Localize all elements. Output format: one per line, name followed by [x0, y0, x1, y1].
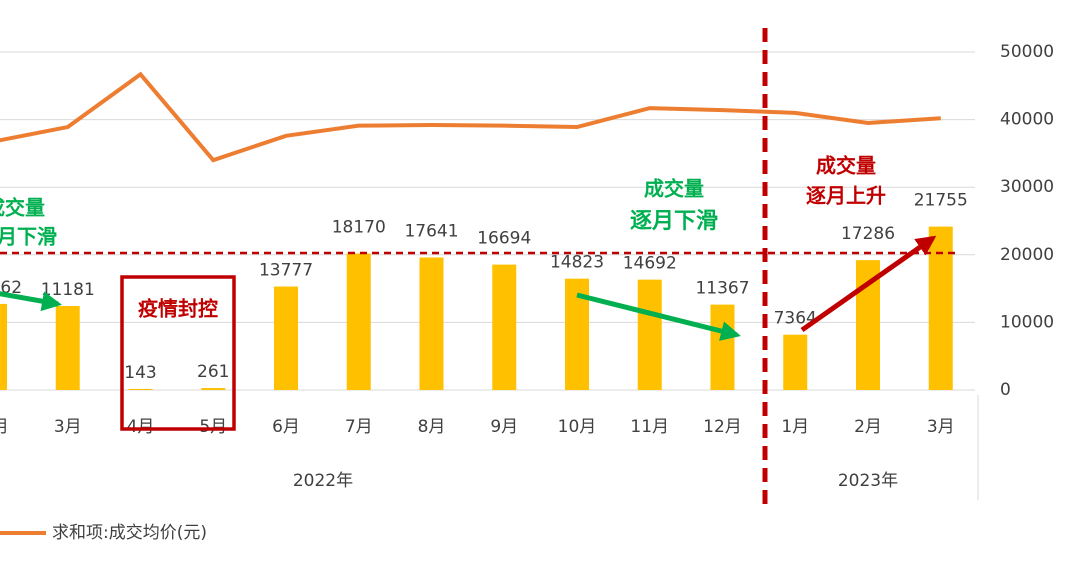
- bar: [55, 306, 80, 390]
- y2-tick-label: 30000: [1000, 177, 1054, 197]
- y2-tick-label: 20000: [1000, 245, 1054, 265]
- bar: [492, 264, 517, 390]
- x-tick-label: 5月: [199, 417, 227, 437]
- bar: [710, 304, 735, 390]
- arrow: [800, 235, 937, 333]
- x-tick-label: 1月: [781, 417, 809, 437]
- x-tick-label: 3月: [54, 417, 82, 437]
- data-label: 21755: [914, 191, 968, 211]
- x-tick-label: 9月: [490, 417, 518, 437]
- annotation: 逐月下滑: [0, 225, 57, 249]
- data-label: 17286: [841, 224, 895, 244]
- data-label: 11367: [695, 279, 749, 299]
- data-label: 17641: [404, 221, 458, 241]
- bar: [346, 253, 371, 390]
- arrow: [576, 292, 741, 341]
- x-tick-label: 12月: [703, 417, 742, 437]
- annotation: 成交量: [816, 154, 876, 178]
- x-tick-label: 4月: [127, 417, 155, 437]
- x-tick-label: 3月: [927, 417, 955, 437]
- data-label: 18170: [332, 218, 386, 238]
- x-tick-label: 8月: [418, 417, 446, 437]
- bar: [201, 388, 226, 390]
- x-tick-label: 2月: [854, 417, 882, 437]
- data-label: 143: [124, 363, 156, 383]
- arrow: [0, 291, 62, 312]
- bar: [128, 388, 153, 390]
- x-tick-label: 10月: [558, 417, 597, 437]
- annotation: 逐月上升: [806, 184, 886, 208]
- annotation: 成交量: [644, 177, 704, 201]
- x-tick-label: 2月: [0, 417, 9, 437]
- data-label: 261: [197, 362, 229, 382]
- y2-tick-label: 40000: [1000, 110, 1054, 130]
- data-label: 7364: [774, 309, 817, 329]
- price-line: [0, 71, 941, 163]
- data-label: 11181: [41, 280, 95, 300]
- y2-tick-label: 10000: [1000, 312, 1054, 332]
- legend-label: 求和项:成交均价(元): [52, 523, 207, 543]
- bar: [637, 279, 662, 390]
- bar: [928, 226, 953, 390]
- bar: [274, 286, 298, 390]
- bar: [419, 257, 444, 390]
- y2-tick-label: 50000: [1000, 42, 1054, 62]
- bar: [0, 303, 7, 390]
- bar: [783, 334, 808, 390]
- annotation: 疫情封控: [138, 297, 218, 321]
- group-label: 2022年: [293, 471, 353, 491]
- annotation: 逐月下滑: [630, 209, 718, 234]
- data-label: 14692: [623, 254, 677, 274]
- data-label: 16694: [477, 229, 531, 249]
- group-label: 2023年: [838, 471, 898, 491]
- x-tick-label: 7月: [345, 417, 373, 437]
- data-label: 14823: [550, 253, 604, 273]
- highlight-box: [120, 275, 236, 431]
- x-tick-label: 11月: [630, 417, 669, 437]
- data-label: 13777: [259, 261, 313, 281]
- annotation: 成交量: [0, 196, 45, 220]
- y2-tick-label: 0: [1000, 380, 1011, 400]
- x-tick-label: 6月: [272, 417, 300, 437]
